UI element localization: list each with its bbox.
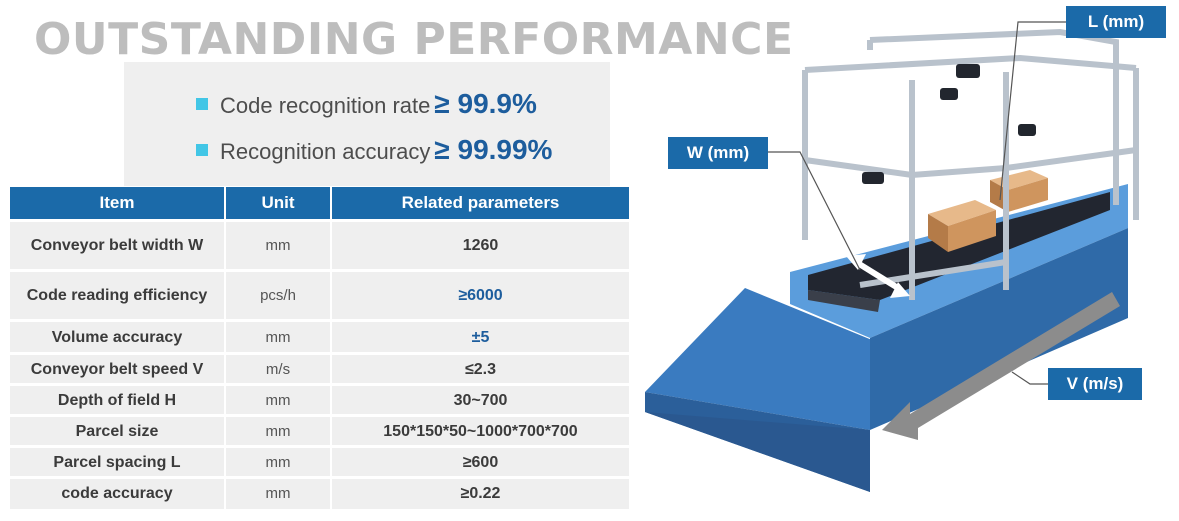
cell-unit: mm	[225, 445, 332, 478]
cell-item: Conveyor belt speed V	[10, 352, 226, 385]
cameras	[862, 64, 1036, 184]
cell-value: 30~700	[331, 383, 629, 416]
parameters-table: Item Unit Related parameters Conveyor be…	[10, 187, 629, 509]
cell-value: ≥600	[331, 445, 629, 478]
metric-value: ≥ 99.99%	[434, 134, 553, 165]
length-label: L (mm)	[1066, 6, 1166, 38]
speed-arrow	[882, 292, 1120, 440]
page-title: OUTSTANDING PERFORMANCE	[34, 14, 794, 65]
metric-recognition-accuracy: Recognition accuracy ≥ 99.99%	[196, 134, 552, 166]
table-row: Conveyor belt speed V m/s ≤2.3	[10, 352, 629, 385]
cell-value: 150*150*50~1000*700*700	[331, 414, 629, 447]
cell-item: Parcel spacing L	[10, 445, 226, 478]
cell-item: code accuracy	[10, 476, 226, 509]
cell-unit: mm	[225, 219, 332, 271]
cell-value: ≥6000	[331, 269, 629, 321]
table-row: Volume accuracy mm ±5	[10, 319, 629, 354]
table-row: Parcel spacing L mm ≥600	[10, 445, 629, 478]
width-label: W (mm)	[668, 137, 768, 169]
bullet-square-icon	[196, 98, 208, 110]
cell-item: Depth of field H	[10, 383, 226, 416]
cell-value: ≤2.3	[331, 352, 629, 385]
table-row: Code reading efficiency pcs/h ≥6000	[10, 269, 629, 321]
cell-unit: mm	[225, 476, 332, 509]
header-item: Item	[10, 187, 226, 221]
metric-value: ≥ 99.9%	[434, 88, 537, 119]
conveyor-scanner-illustration	[645, 21, 1139, 492]
header-unit: Unit	[225, 187, 332, 221]
table-row: Depth of field H mm 30~700	[10, 383, 629, 416]
table-row: Parcel size mm 150*150*50~1000*700*700	[10, 414, 629, 447]
cell-item: Conveyor belt width W	[10, 219, 226, 271]
metric-label: Code recognition rate	[220, 93, 431, 118]
table-row: code accuracy mm ≥0.22	[10, 476, 629, 509]
cell-value: 1260	[331, 219, 629, 271]
cell-value: ±5	[331, 319, 629, 354]
cell-unit: m/s	[225, 352, 332, 385]
cell-item: Parcel size	[10, 414, 226, 447]
cell-unit: mm	[225, 414, 332, 447]
cell-unit: pcs/h	[225, 269, 332, 321]
metric-label: Recognition accuracy	[220, 139, 431, 164]
cell-unit: mm	[225, 383, 332, 416]
bullet-square-icon	[196, 144, 208, 156]
callout-lines	[768, 21, 1066, 385]
cell-value: ≥0.22	[331, 476, 629, 509]
metric-code-recognition-rate: Code recognition rate ≥ 99.9%	[196, 88, 537, 120]
cell-item: Volume accuracy	[10, 319, 226, 354]
table-header-row: Item Unit Related parameters	[10, 187, 629, 221]
cell-unit: mm	[225, 319, 332, 354]
header-related-parameters: Related parameters	[331, 187, 629, 221]
table-row: Conveyor belt width W mm 1260	[10, 219, 629, 271]
speed-label: V (m/s)	[1048, 368, 1142, 400]
metrics-panel: Code recognition rate ≥ 99.9% Recognitio…	[124, 62, 610, 186]
cell-item: Code reading efficiency	[10, 269, 226, 321]
